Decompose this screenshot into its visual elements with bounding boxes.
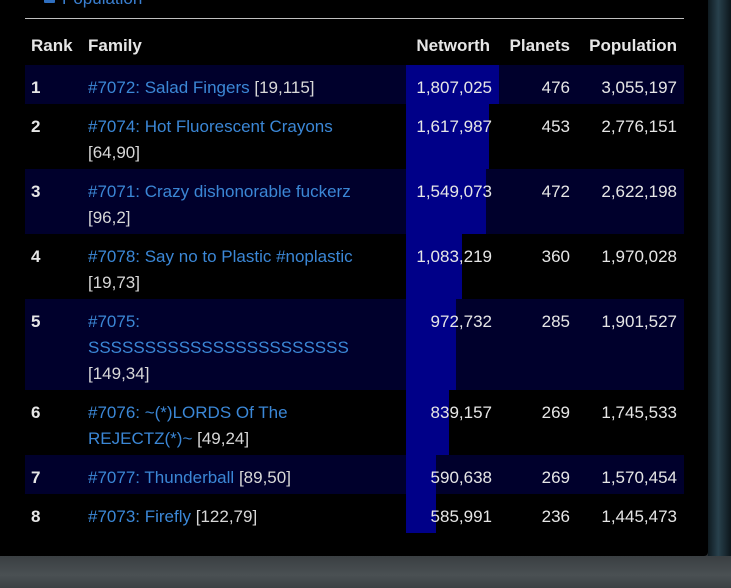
family-cell: #7076: ~(*)LORDS Of The REJECTZ(*)~ [49,… bbox=[88, 400, 388, 452]
population-cell: 1,970,028 bbox=[601, 247, 677, 266]
networth-bar bbox=[406, 169, 486, 234]
family-coords: [89,50] bbox=[238, 468, 291, 487]
table-row: 2 #7074: Hot Fluorescent Crayons [64,90] 1… bbox=[25, 104, 684, 169]
rank-cell: 4 bbox=[31, 247, 41, 266]
family-link[interactable]: #7076: ~(*)LORDS Of The REJECTZ(*)~ bbox=[88, 403, 288, 448]
table-row: 6 #7076: ~(*)LORDS Of The REJECTZ(*)~ [49… bbox=[25, 390, 684, 455]
networth-bar bbox=[406, 390, 449, 455]
planets-cell: 269 bbox=[541, 403, 570, 422]
background-right-edge bbox=[708, 0, 731, 588]
family-coords: [149,34] bbox=[88, 364, 150, 383]
header-family: Family bbox=[88, 36, 142, 55]
family-coords: [122,79] bbox=[195, 507, 258, 526]
background-bottom-edge bbox=[0, 556, 731, 588]
family-link[interactable]: #7071: Crazy dishonorable fuckerz bbox=[88, 182, 351, 201]
family-coords: [19,115] bbox=[254, 78, 315, 97]
legend-swatch bbox=[44, 0, 55, 3]
networth-cell: 1,807,025 bbox=[416, 78, 492, 97]
population-cell: 1,901,527 bbox=[601, 312, 677, 331]
networth-bar bbox=[406, 65, 499, 104]
family-link[interactable]: #7077: Thunderball bbox=[88, 468, 235, 487]
rank-cell: 1 bbox=[31, 78, 41, 97]
ranking-panel: Population Rank Family Networth Planets … bbox=[0, 0, 708, 556]
planets-cell: 453 bbox=[541, 117, 570, 136]
rank-cell: 3 bbox=[31, 182, 41, 201]
family-cell: #7078: Say no to Plastic #noplastic [19,… bbox=[88, 244, 388, 296]
legend-population: Population bbox=[44, 0, 142, 7]
planets-cell: 472 bbox=[541, 182, 570, 201]
rank-cell: 8 bbox=[31, 507, 41, 526]
networth-cell: 585,991 bbox=[430, 507, 492, 526]
rank-cell: 7 bbox=[31, 468, 41, 487]
family-cell: #7075: SSSSSSSSSSSSSSSSSSSSSSS [149,34] bbox=[88, 309, 388, 387]
family-cell: #7072: Salad Fingers [19,115] bbox=[88, 75, 388, 101]
family-cell: #7073: Firefly [122,79] bbox=[88, 504, 388, 530]
networth-cell: 590,638 bbox=[430, 468, 492, 487]
table-header: Rank Family Networth Planets Population bbox=[25, 36, 684, 56]
table-row: 5 #7075: SSSSSSSSSSSSSSSSSSSSSSS [149,34]… bbox=[25, 299, 684, 390]
table-row: 4 #7078: Say no to Plastic #noplastic [19… bbox=[25, 234, 684, 299]
family-coords: [49,24] bbox=[197, 429, 250, 448]
family-link[interactable]: #7078: Say no to Plastic #noplastic bbox=[88, 247, 353, 266]
table-row: 8 #7073: Firefly [122,79] 585,991 236 1,445,… bbox=[25, 494, 684, 533]
networth-cell: 1,617,987 bbox=[416, 117, 492, 136]
planets-cell: 236 bbox=[541, 507, 570, 526]
population-cell: 1,570,454 bbox=[601, 468, 677, 487]
population-cell: 1,445,473 bbox=[601, 507, 677, 526]
family-cell: #7071: Crazy dishonorable fuckerz [96,2] bbox=[88, 179, 388, 231]
networth-bar bbox=[406, 299, 456, 390]
rank-cell: 2 bbox=[31, 117, 41, 136]
population-cell: 3,055,197 bbox=[601, 78, 677, 97]
header-rank: Rank bbox=[31, 36, 73, 55]
header-population: Population bbox=[589, 36, 677, 55]
divider bbox=[25, 18, 684, 19]
family-link[interactable]: #7073: Firefly bbox=[88, 507, 191, 526]
family-coords: [96,2] bbox=[88, 208, 131, 227]
family-coords: [19,73] bbox=[88, 273, 140, 292]
table-row: 7 #7077: Thunderball [89,50] 590,638 269 1,5… bbox=[25, 455, 684, 494]
family-link[interactable]: #7072: Salad Fingers bbox=[88, 78, 250, 97]
rank-cell: 6 bbox=[31, 403, 41, 422]
networth-cell: 1,549,073 bbox=[416, 182, 492, 201]
family-coords: [64,90] bbox=[88, 143, 140, 162]
population-cell: 1,745,533 bbox=[601, 403, 677, 422]
legend-label: Population bbox=[62, 0, 142, 8]
header-planets: Planets bbox=[509, 36, 570, 55]
family-link[interactable]: #7075: SSSSSSSSSSSSSSSSSSSSSSS bbox=[88, 312, 349, 357]
networth-cell: 839,157 bbox=[430, 403, 492, 422]
population-cell: 2,776,151 bbox=[601, 117, 677, 136]
planets-cell: 476 bbox=[541, 78, 570, 97]
networth-cell: 972,732 bbox=[430, 312, 492, 331]
planets-cell: 360 bbox=[541, 247, 570, 266]
population-cell: 2,622,198 bbox=[601, 182, 677, 201]
header-networth: Networth bbox=[416, 36, 490, 55]
family-link[interactable]: #7074: Hot Fluorescent Crayons bbox=[88, 117, 333, 136]
family-cell: #7077: Thunderball [89,50] bbox=[88, 465, 388, 491]
rank-cell: 5 bbox=[31, 312, 41, 331]
networth-bar bbox=[406, 494, 436, 533]
table-row: 1 #7072: Salad Fingers [19,115] 1,807,025 4… bbox=[25, 65, 684, 104]
planets-cell: 269 bbox=[541, 468, 570, 487]
networth-bar bbox=[406, 104, 489, 169]
planets-cell: 285 bbox=[541, 312, 570, 331]
networth-cell: 1,083,219 bbox=[416, 247, 492, 266]
family-cell: #7074: Hot Fluorescent Crayons [64,90] bbox=[88, 114, 388, 166]
networth-bar bbox=[406, 455, 436, 494]
table-row: 3 #7071: Crazy dishonorable fuckerz [96,2… bbox=[25, 169, 684, 234]
networth-bar bbox=[406, 234, 462, 299]
